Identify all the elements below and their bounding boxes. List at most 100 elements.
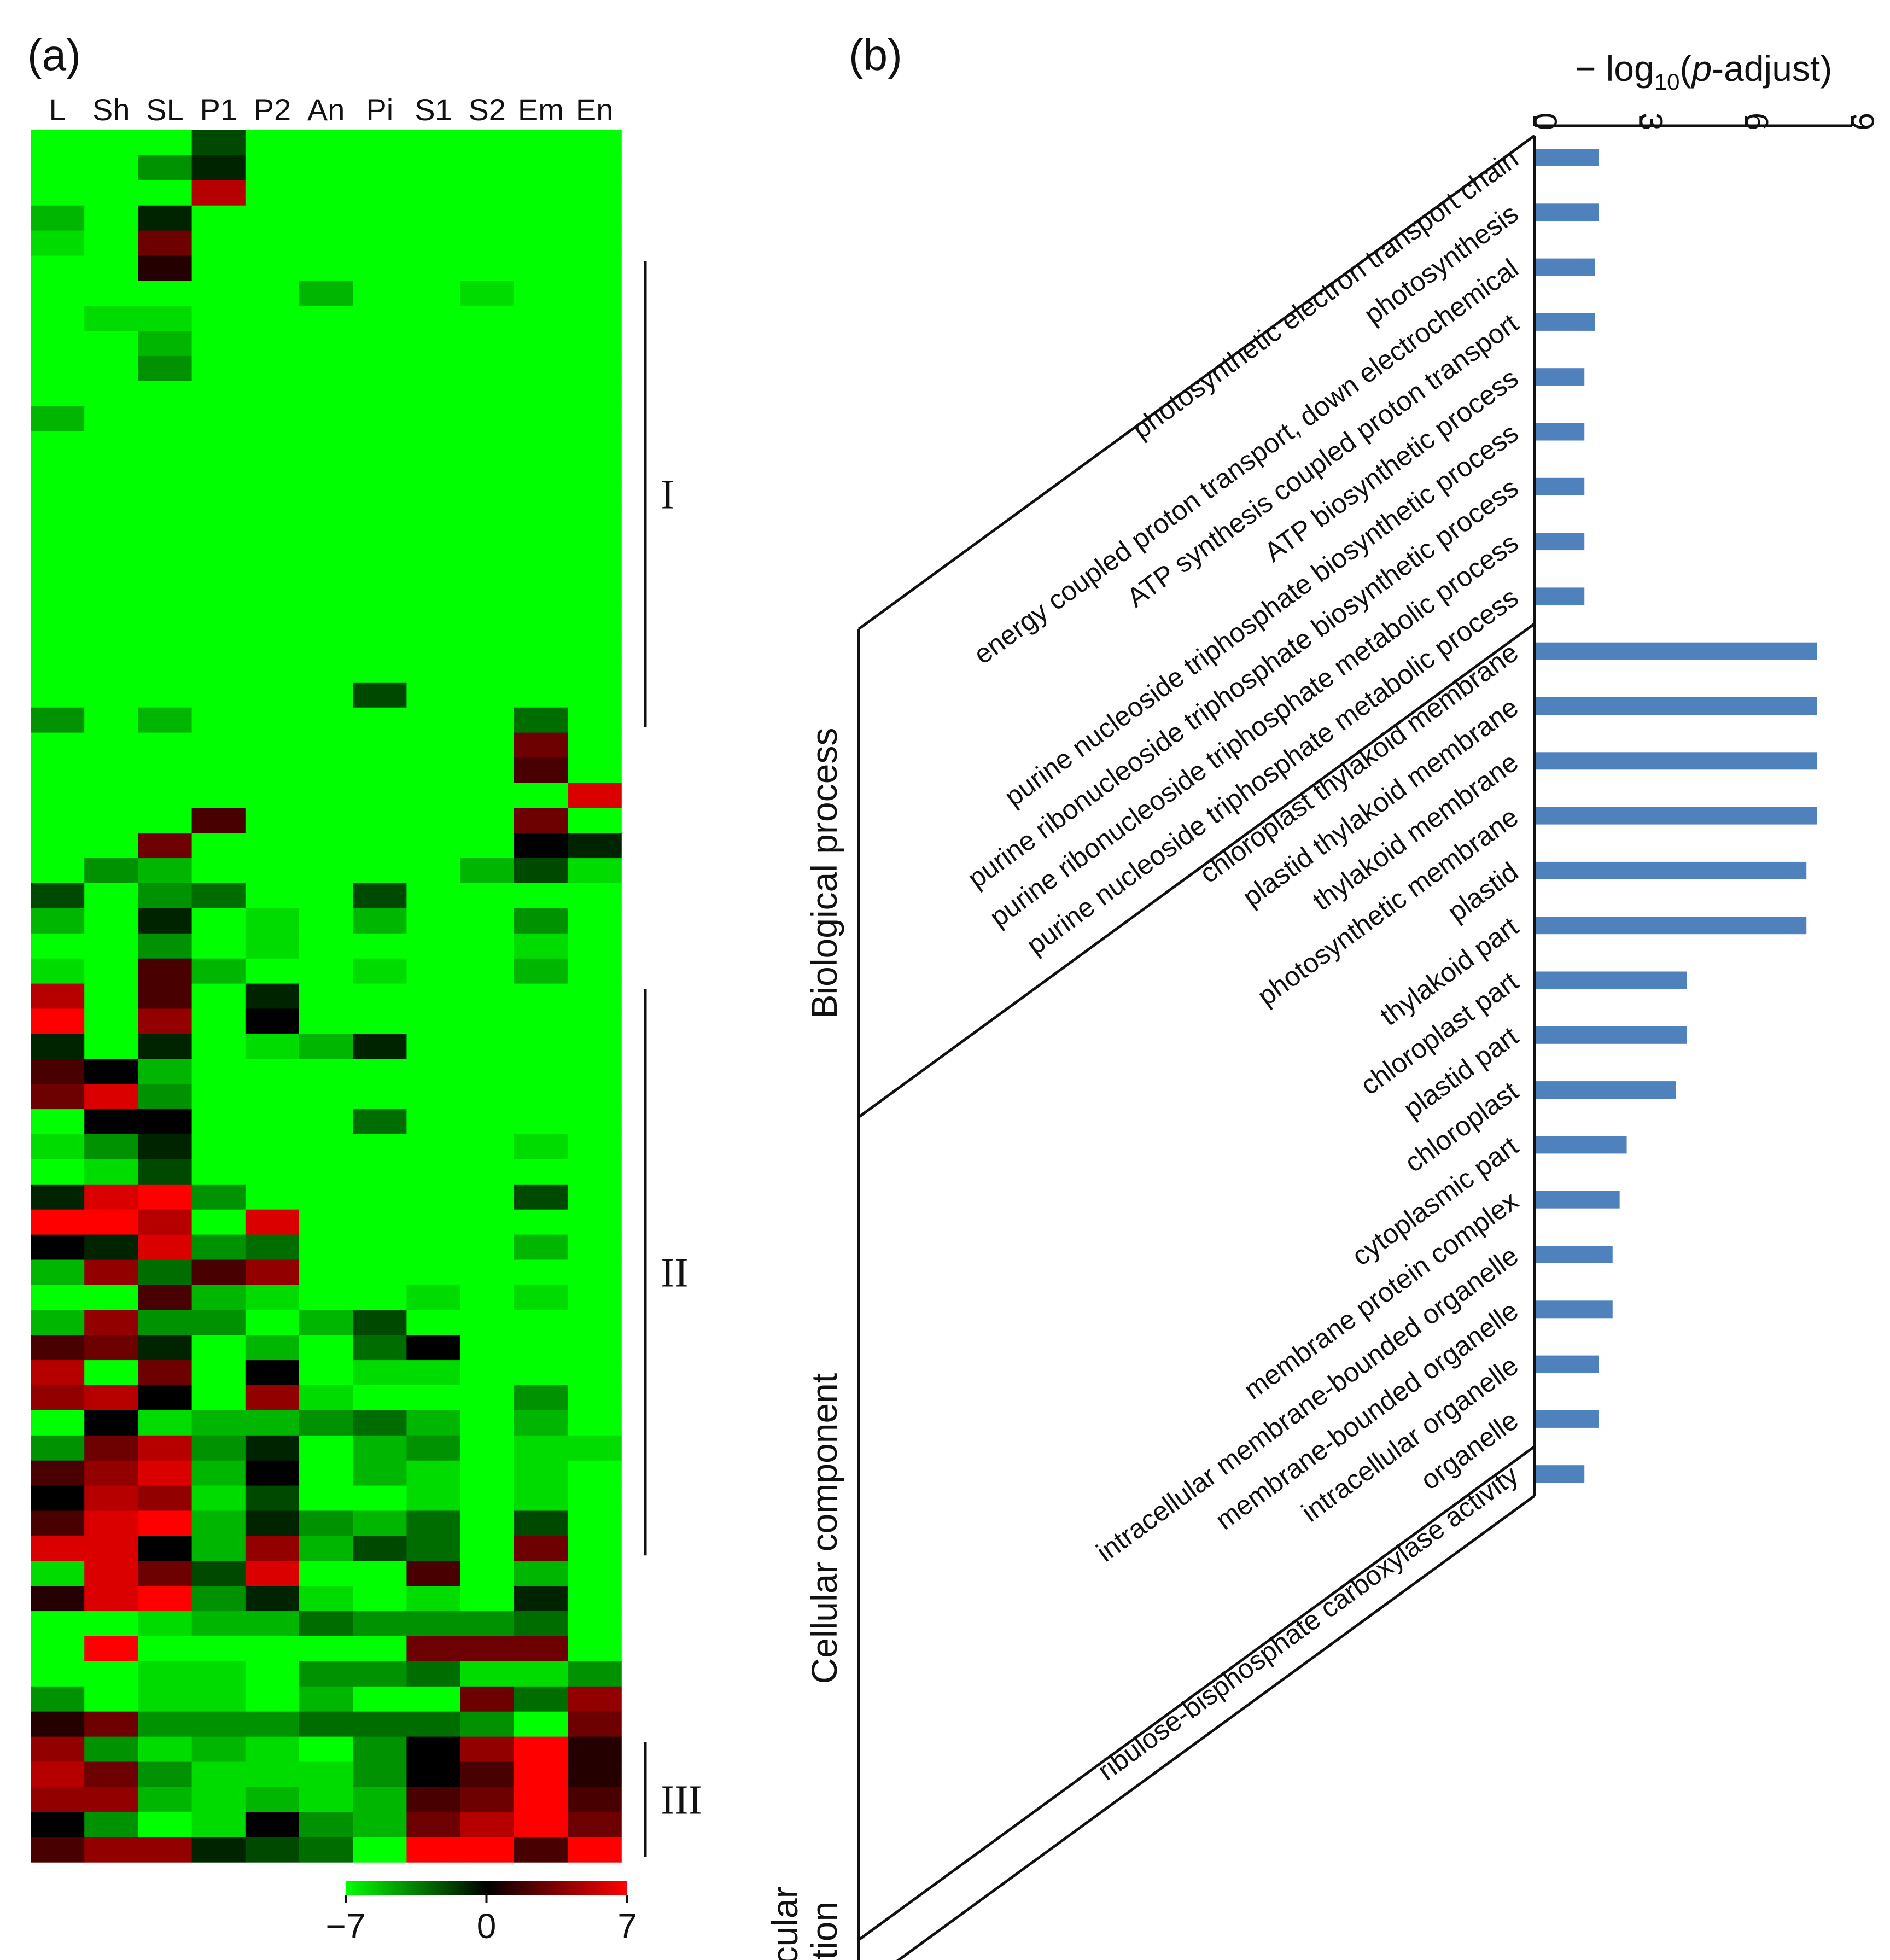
heatmap-cell [460,858,515,884]
heatmap-cell [460,657,515,683]
heatmap-cell [245,1059,300,1084]
heatmap-cell [84,908,138,934]
heatmap-cell [191,1360,246,1386]
heatmap-cell [31,1787,85,1812]
heatmap-cell [84,1661,138,1687]
heatmap-cell [138,1008,192,1034]
heatmap-cell [353,1611,407,1637]
heatmap-cell [245,331,300,357]
frame-diagonal [858,134,1536,631]
heatmap-cell [31,933,85,959]
heatmap-cell [191,1460,246,1486]
heatmap-cell [191,506,246,532]
colorbar-tick-label: 7 [617,1906,637,1946]
heatmap-cell [460,883,515,909]
heatmap-cell [84,1259,138,1285]
heatmap-cell [138,958,192,984]
heatmap-cell [84,958,138,984]
heatmap-cell [353,1711,407,1737]
heatmap-cell [460,1812,515,1838]
heatmap-cell [460,1586,515,1612]
heatmap-cell [568,1711,622,1737]
heatmap-cell [191,255,246,281]
heatmap-cell [84,1510,138,1536]
heatmap-cell [353,682,407,708]
heatmap-cell [299,281,353,306]
heatmap-cell [191,1134,246,1160]
heatmap-cell [191,732,246,759]
heatmap-cell [84,230,138,256]
heatmap-cell [245,1008,300,1034]
heatmap-cell [568,883,622,909]
heatmap-cell [138,1611,192,1637]
heatmap-cell [299,1485,353,1512]
heatmap-cell [568,657,622,683]
heatmap-cell [406,1184,461,1210]
heatmap-cell [353,281,407,306]
heatmap-cell [245,707,300,733]
heatmap-cell [191,431,246,457]
heatmap-cell [138,582,192,608]
heatmap-cell [84,331,138,357]
heatmap-cell [353,1536,407,1561]
heatmap-cell [353,1460,407,1486]
heatmap-cell [84,1410,138,1436]
heatmap-cell [353,557,407,582]
heatmap-cell [460,908,515,934]
heatmap-cell [514,381,568,407]
heatmap-cell [245,1184,300,1210]
heatmap-cell [84,1234,138,1261]
heatmap-cell [568,1837,622,1863]
heatmap-cell [514,1611,568,1637]
heatmap-cell [191,1109,246,1135]
heatmap-cell [299,1310,353,1335]
bar [1535,1246,1613,1263]
heatmap-cell [514,1435,568,1461]
bar [1535,1300,1613,1319]
heatmap-cell [84,682,138,708]
heatmap-cell [138,1837,192,1863]
heatmap-cell [514,833,568,859]
heatmap-cell [353,1435,407,1461]
column-label-sl: SL [146,92,184,127]
heatmap-cell [31,281,85,306]
heatmap-cell [138,1285,192,1310]
heatmap-cell [138,1812,192,1838]
heatmap-cell [245,1611,300,1637]
heatmap-cell [299,707,353,733]
heatmap-cell [299,1837,353,1863]
bar [1535,642,1817,660]
heatmap-cell [299,456,353,482]
heatmap-cell [31,1711,85,1737]
heatmap-cell [406,808,461,833]
heatmap-cell [138,155,192,181]
heatmap-cell [84,1812,138,1838]
heatmap-cell [31,381,85,407]
heatmap-cell [299,1234,353,1261]
heatmap-cell [138,1536,192,1561]
heatmap-cell [514,1360,568,1386]
heatmap-cell [245,732,300,759]
heatmap-cell [245,632,300,658]
heatmap-cell [84,1109,138,1135]
frame-diagonal [858,1445,1536,1941]
heatmap-cell [245,808,300,833]
heatmap-cell [460,833,515,859]
column-label-s2: S2 [468,92,506,127]
heatmap-cell [514,1134,568,1160]
heatmap-cell [568,557,622,582]
heatmap-cell [406,1410,461,1436]
heatmap-cell [245,958,300,984]
heatmap-cell [353,356,407,382]
group-label: function [804,1901,844,1960]
heatmap-cell [514,130,568,156]
heatmap-cell [406,1561,461,1586]
heatmap-cell [31,858,85,884]
heatmap-cell [245,281,300,306]
bar [1535,258,1595,276]
heatmap-cell [299,1460,353,1486]
heatmap-cell [84,1134,138,1160]
heatmap-cell [406,1234,461,1261]
heatmap-cell [514,632,568,658]
heatmap-cell [514,1536,568,1561]
